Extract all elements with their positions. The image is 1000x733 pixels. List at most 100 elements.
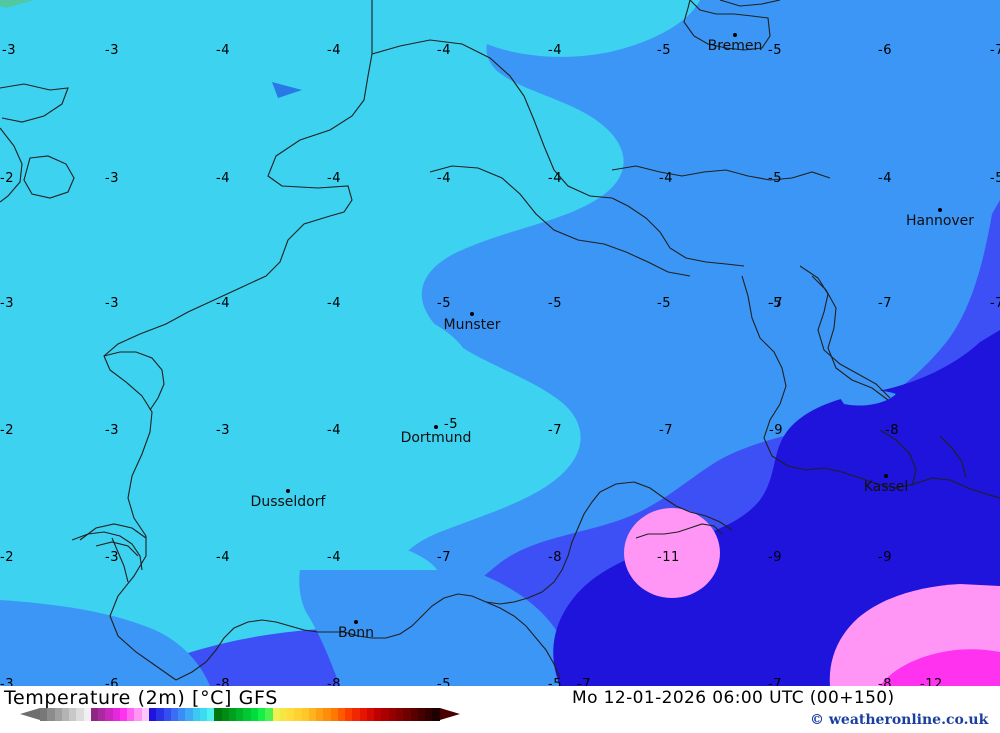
temperature-value-label: -4 bbox=[327, 423, 341, 438]
temperature-value-label: -7 bbox=[769, 296, 783, 311]
band-lightblue-notch-kassel bbox=[840, 390, 896, 406]
temperature-value-label: -4 bbox=[216, 171, 230, 186]
colorbar-swatch bbox=[207, 708, 215, 721]
colorbar-swatch bbox=[148, 708, 157, 721]
temperature-value-label: -7 bbox=[878, 296, 892, 311]
colorbar-swatch bbox=[119, 708, 128, 721]
colorbar-swatch bbox=[308, 708, 317, 721]
copyright-notice: © weatheronline.co.uk bbox=[810, 712, 989, 728]
colorbar-swatch bbox=[199, 708, 208, 721]
colorbar-swatch bbox=[236, 708, 244, 721]
colorbar-swatch bbox=[221, 708, 229, 721]
temperature-value-label: -8 bbox=[548, 550, 562, 565]
colorbar-swatch bbox=[134, 708, 142, 721]
temperature-value-label: -5 bbox=[548, 296, 562, 311]
temperature-value-label: -9 bbox=[769, 423, 783, 438]
temperature-value-label: -4 bbox=[216, 550, 230, 565]
temperature-value-label: -6 bbox=[105, 677, 119, 686]
temperature-value-label: -9 bbox=[768, 550, 782, 565]
temperature-value-label: -4 bbox=[216, 43, 230, 58]
temperature-value-label: -3 bbox=[0, 296, 14, 311]
colorbar-swatch bbox=[156, 708, 164, 721]
colorbar-swatch bbox=[432, 708, 440, 721]
temperature-colorbar[interactable]: -28-22-10012263848 bbox=[20, 708, 460, 721]
temperature-value-label: -2 bbox=[0, 423, 14, 438]
city-label: Munster bbox=[443, 317, 501, 333]
temperature-value-label: -8 bbox=[327, 677, 341, 686]
colorbar-swatch bbox=[366, 708, 375, 721]
wind-arrow-marker bbox=[272, 82, 302, 98]
colorbar-swatch bbox=[54, 708, 62, 721]
colorbar-swatch bbox=[388, 708, 397, 721]
temperature-value-label: -7 bbox=[577, 677, 591, 686]
temperature-value-label: -5 bbox=[768, 171, 782, 186]
temperature-value-label: -8 bbox=[216, 677, 230, 686]
band-lightblue-intrusion-south bbox=[0, 600, 210, 686]
colorbar-swatch bbox=[83, 708, 91, 721]
map-contour-layer bbox=[0, 0, 1000, 686]
city-dot-icon bbox=[470, 312, 474, 316]
band-magenta-southeast bbox=[880, 649, 1000, 686]
colorbar-swatch bbox=[265, 708, 273, 721]
temperature-value-label: -4 bbox=[327, 296, 341, 311]
borders-layer bbox=[0, 0, 1000, 681]
colorbar-swatch bbox=[345, 708, 353, 721]
temperature-value-label: -11 bbox=[657, 550, 680, 565]
temperature-value-label: -5 bbox=[437, 677, 451, 686]
city-label: Dusseldorf bbox=[250, 494, 326, 510]
colorbar-swatch bbox=[112, 708, 120, 721]
colorbar-swatch bbox=[98, 708, 106, 721]
band-cyan-lobe-southwest bbox=[0, 440, 445, 624]
temperature-value-label: -4 bbox=[437, 171, 451, 186]
colorbar-swatch bbox=[279, 708, 288, 721]
city-dot-icon bbox=[286, 489, 290, 493]
colorbar-swatch bbox=[90, 708, 99, 721]
temperature-value-label: -3 bbox=[0, 677, 14, 686]
temperature-value-label: -4 bbox=[548, 43, 562, 58]
colorbar-swatch bbox=[316, 708, 324, 721]
temperature-value-label: -5 bbox=[768, 43, 782, 58]
temperature-value-label: -7 bbox=[548, 423, 562, 438]
temperature-value-label: -3 bbox=[105, 296, 119, 311]
colorbar-swatch bbox=[337, 708, 346, 721]
forecast-valid-time: Mo 12-01-2026 06:00 UTC (00+150) bbox=[572, 688, 895, 708]
temperature-value-label: -4 bbox=[878, 171, 892, 186]
temperature-value-label: -3 bbox=[105, 43, 119, 58]
temperature-map[interactable]: -3 -3 -4 -4 -4 -4 -5 -5 -6 -7 -2 -3 -4 -4 -4 -4 -4 -5 -4 -5… bbox=[0, 0, 1000, 686]
colorbar-low-cap-icon bbox=[20, 708, 40, 720]
colorbar-swatch bbox=[250, 708, 258, 721]
colorbar-swatch bbox=[381, 708, 389, 721]
city-dot-icon bbox=[733, 33, 737, 37]
temperature-value-label: -5 bbox=[990, 171, 1000, 186]
temperature-value-label: -4 bbox=[327, 550, 341, 565]
colorbar-swatch bbox=[359, 708, 367, 721]
temperature-value-label: -7 bbox=[990, 43, 1000, 58]
colorbar-swatch bbox=[69, 708, 77, 721]
temperature-value-label: -3 bbox=[105, 423, 119, 438]
temperature-value-label: -3 bbox=[105, 171, 119, 186]
colorbar-swatch bbox=[40, 708, 48, 721]
colorbar-swatch bbox=[76, 708, 84, 721]
band-sliver-northwest bbox=[0, 0, 34, 8]
colorbar-swatch bbox=[287, 708, 295, 721]
map-footer: Temperature (2m) [°C] GFS Mo 12-01-2026 … bbox=[0, 686, 1000, 733]
temperature-value-label: -3 bbox=[2, 43, 16, 58]
colorbar-swatch bbox=[61, 708, 70, 721]
temperature-value-label: -7 bbox=[437, 550, 451, 565]
temperature-value-label: -7 bbox=[768, 677, 782, 686]
colorbar-swatches bbox=[40, 708, 440, 721]
colorbar-swatch bbox=[192, 708, 200, 721]
temperature-value-label: -5 bbox=[437, 296, 451, 311]
band-lightblue-intrusion-bonn bbox=[299, 570, 565, 686]
colorbar-swatch bbox=[127, 708, 135, 721]
temperature-value-label: -8 bbox=[885, 423, 899, 438]
colorbar-swatch bbox=[425, 708, 433, 721]
temperature-value-label: -4 bbox=[659, 171, 673, 186]
city-dot-icon bbox=[938, 208, 942, 212]
temperature-value-label: -9 bbox=[878, 550, 892, 565]
temperature-value-label: -2 bbox=[0, 171, 14, 186]
colorbar-swatch bbox=[47, 708, 55, 721]
temperature-value-label: -6 bbox=[878, 43, 892, 58]
temperature-value-label: -4 bbox=[548, 171, 562, 186]
band-pink-blob bbox=[624, 508, 720, 598]
